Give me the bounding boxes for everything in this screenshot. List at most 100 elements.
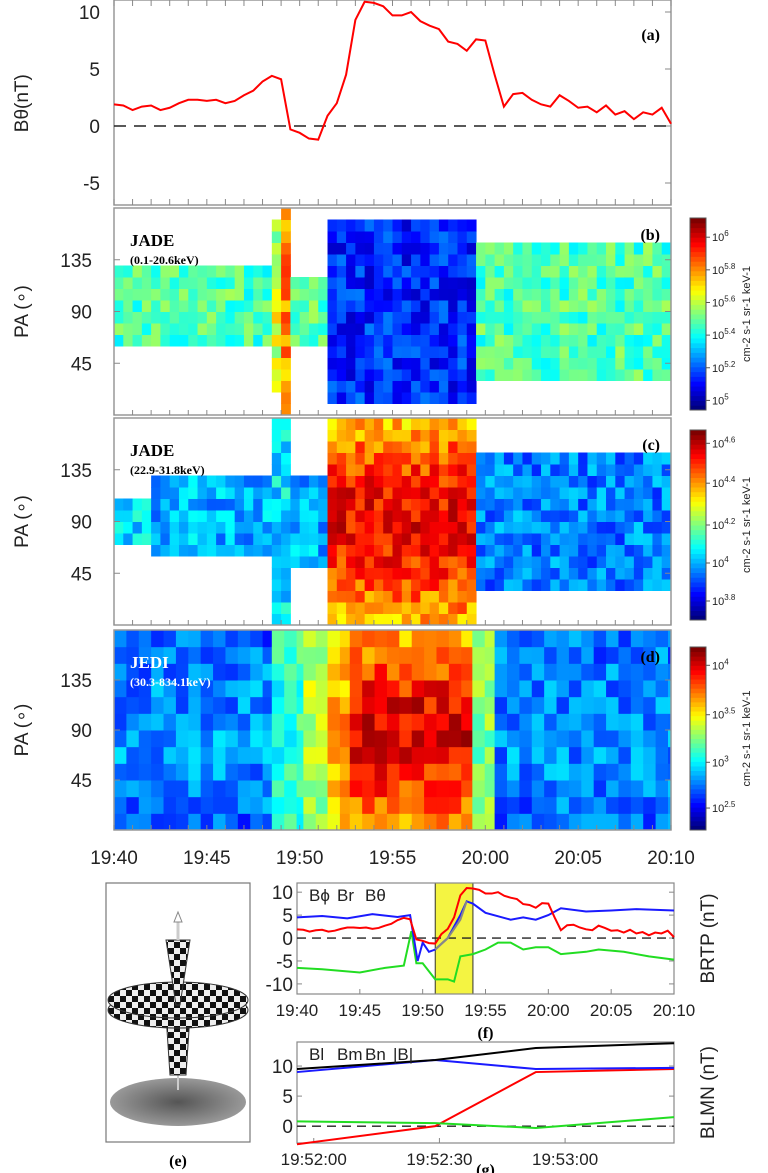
heatmap-cell [411, 713, 425, 731]
heatmap-cell [374, 646, 388, 664]
heatmap-cell [438, 231, 449, 243]
heatmap-cell [271, 487, 282, 499]
heatmap-cell [327, 510, 338, 522]
heatmap-cell [485, 369, 496, 381]
heatmap-cell [578, 567, 588, 580]
x-tick-label: 19:45 [339, 1001, 382, 1020]
heatmap-cell [281, 369, 291, 381]
heatmap-cell [448, 452, 458, 465]
heatmap-cell [327, 630, 341, 648]
heatmap-cell [587, 242, 598, 255]
heatmap-cell [349, 796, 363, 814]
heatmap-cell [364, 369, 375, 381]
heatmap-cell [349, 630, 363, 648]
heatmap-cell [373, 334, 384, 347]
heatmap-cell [281, 613, 291, 626]
heatmap-cell [234, 334, 245, 347]
heatmap-cell [438, 452, 449, 465]
heatmap-cell [420, 265, 431, 278]
colorbar-segment [690, 510, 706, 516]
colorbar-segment [690, 405, 706, 411]
heatmap-cell [485, 357, 496, 370]
heatmap-cell [667, 713, 672, 731]
heatmap-cell [436, 696, 450, 714]
heatmap-cell [652, 357, 663, 370]
heatmap-cell [466, 590, 477, 603]
heatmap-cell [315, 780, 329, 798]
heatmap-cell [296, 713, 304, 731]
heatmap-cell [411, 475, 421, 488]
heatmap-cell [355, 579, 366, 591]
heatmap-cell [349, 663, 363, 681]
heatmap-cell [336, 357, 347, 370]
heatmap-cell [624, 334, 635, 347]
heatmap-cell [339, 763, 351, 781]
heatmap-cell [436, 780, 450, 798]
x-tick-label: 20:05 [590, 1001, 633, 1020]
heatmap-cell [615, 288, 626, 301]
heatmap-cell [581, 646, 595, 664]
colorbar-segment [690, 482, 706, 488]
heatmap-cell [522, 311, 533, 324]
heatmap-cell [216, 487, 226, 499]
series-line-bl [296, 1068, 675, 1146]
heatmap-cell [448, 556, 458, 568]
heatmap-cell [411, 464, 421, 476]
heatmap-cell [163, 746, 177, 764]
heatmap-cell [206, 288, 217, 301]
heatmap-cell [284, 630, 298, 648]
heatmap-cell [661, 533, 672, 545]
heatmap-cell [253, 475, 264, 488]
heatmap-cell [411, 277, 421, 289]
colorbar-segment [690, 656, 706, 662]
heatmap-cell [461, 713, 473, 731]
heatmap-cell [336, 613, 347, 626]
heatmap-cell [448, 780, 462, 798]
heatmap-cell [578, 346, 588, 358]
heatmap-cell [213, 680, 226, 698]
heatmap-cell [308, 334, 319, 347]
heatmap-cell [513, 533, 523, 545]
heatmap-cell [643, 475, 653, 488]
heatmap-cell [494, 521, 505, 534]
heatmap-cell [160, 311, 171, 324]
heatmap-cell [578, 498, 588, 511]
heatmap-cell [114, 780, 127, 798]
heatmap-cell [438, 369, 449, 381]
heatmap-cell [327, 346, 338, 358]
heatmap-cell [466, 602, 477, 614]
heatmap-cell [315, 813, 329, 831]
heatmap-cell [531, 323, 542, 335]
heatmap-cell [399, 796, 413, 814]
heatmap-cell [399, 713, 413, 731]
heatmap-cell [151, 780, 165, 798]
heatmap-cell [568, 533, 579, 545]
heatmap-cell [503, 464, 514, 476]
heatmap-cell [466, 254, 477, 266]
heatmap-cell [271, 646, 285, 664]
heatmap-cell [568, 663, 582, 681]
heatmap-cell [615, 311, 626, 324]
heatmap-cell [411, 521, 421, 534]
heatmap-cell [655, 780, 669, 798]
heatmap-cell [200, 796, 214, 814]
heatmap-cell [355, 242, 366, 255]
heatmap-cell [411, 780, 425, 798]
heatmap-cell [568, 311, 579, 324]
heatmap-cell [123, 521, 134, 534]
heatmap-cell [271, 696, 285, 714]
heatmap-cell [346, 334, 356, 347]
colorbar-segment [690, 261, 706, 267]
heatmap-cell [364, 380, 375, 393]
heatmap-cell [327, 521, 338, 534]
heatmap-cell [448, 510, 458, 522]
heatmap-cell [374, 780, 388, 798]
heatmap-cell [531, 521, 542, 534]
heatmap-cell [596, 556, 607, 568]
heatmap-cell [652, 346, 663, 358]
y-axis-label: BLMN (nT) [698, 1046, 719, 1139]
heatmap-cell [420, 380, 431, 393]
heatmap-cell [336, 242, 347, 255]
